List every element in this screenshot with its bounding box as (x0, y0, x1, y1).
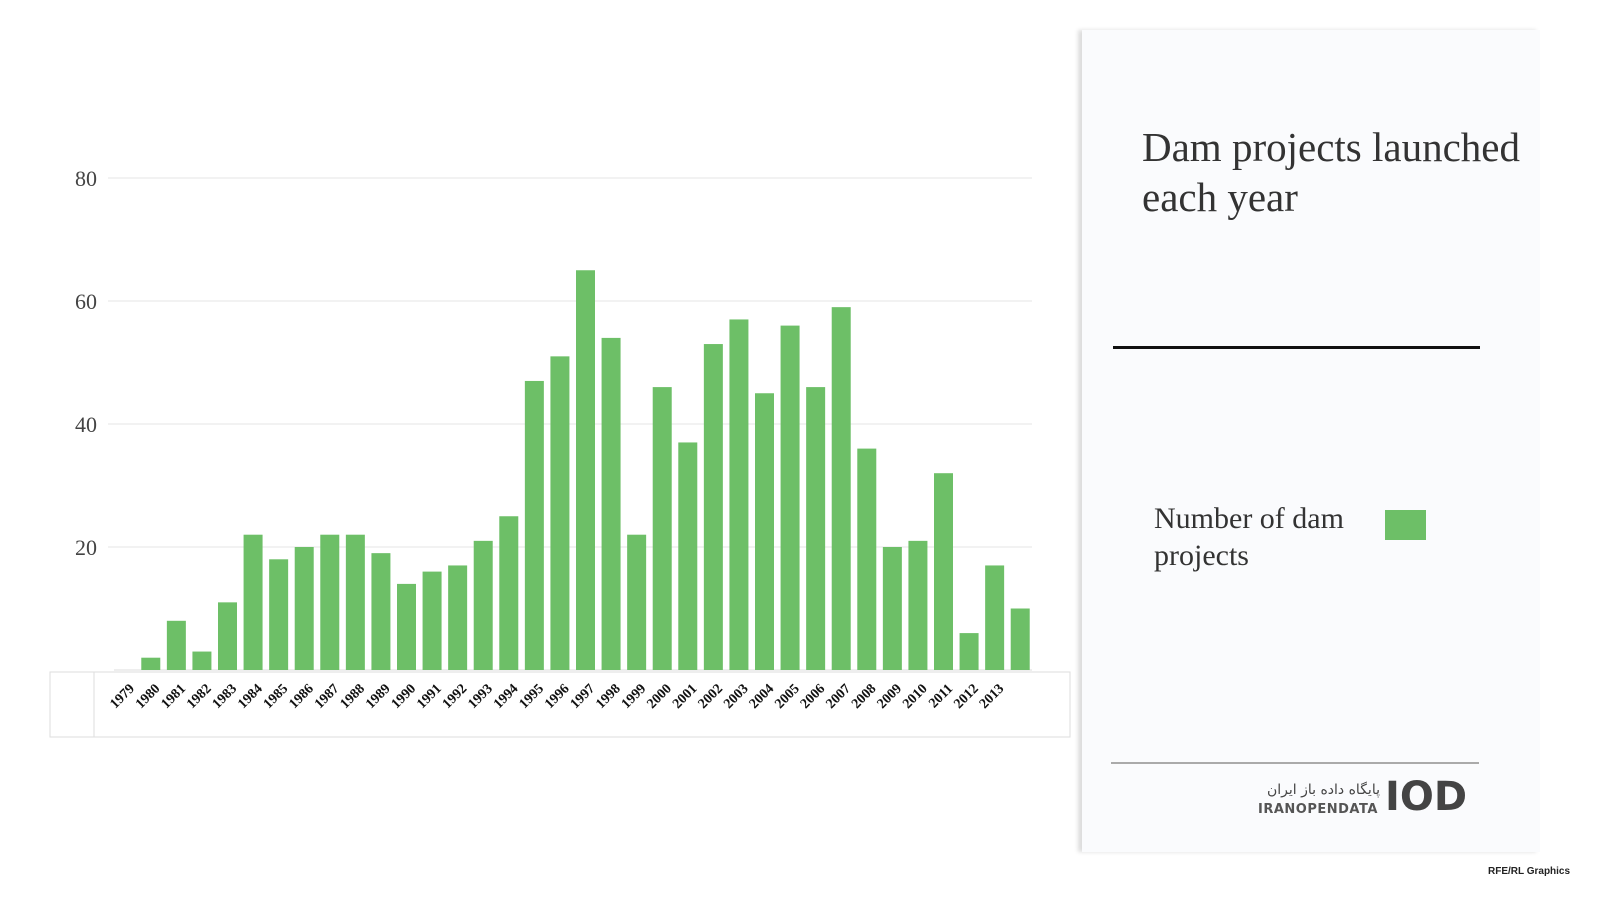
bar (934, 473, 953, 670)
bar (703, 344, 723, 670)
x-tick-label: 2011 (926, 681, 956, 711)
x-tick-label: 1996 (542, 681, 572, 711)
bar (524, 380, 544, 670)
logo-name: IRANOPENDATA (1258, 802, 1378, 817)
bar (371, 553, 391, 670)
x-tick-label: 1987 (312, 681, 342, 711)
bar (831, 307, 851, 670)
bar (550, 356, 570, 670)
x-tick-label: 1982 (184, 681, 214, 711)
x-tick-label: 1991 (414, 681, 444, 711)
x-tick-label: 2001 (670, 681, 700, 711)
x-tick-label: 1997 (568, 681, 598, 711)
y-tick-label: 20 (75, 535, 97, 560)
bar (269, 559, 289, 670)
x-tick-label: 1983 (210, 681, 240, 711)
bar (601, 337, 621, 670)
bar (985, 565, 1005, 670)
bar (192, 651, 212, 670)
logo-persian: پایگاه داده باز ایران (1266, 782, 1380, 798)
x-tick-label: 2003 (721, 681, 751, 711)
x-tick-label: 2008 (849, 681, 879, 711)
chart: 20 40 60 80 19791980198119821983198419851986… (49, 166, 1071, 738)
x-tick-label: 1998 (593, 681, 623, 711)
bar (729, 319, 749, 670)
x-tick-label: 2000 (644, 681, 674, 711)
legend-swatch (1385, 510, 1426, 540)
x-tick-label: 1988 (338, 681, 368, 711)
chart-title: Dam projects launched each year (1142, 124, 1520, 220)
bar (422, 571, 442, 670)
bar (857, 448, 877, 670)
credit: RFE/RL Graphics (1488, 866, 1571, 877)
x-tick-label: 2005 (772, 681, 802, 711)
x-tick-label: 1989 (363, 681, 393, 711)
bar (397, 583, 416, 670)
bar (294, 547, 314, 670)
x-tick-label: 1979 (107, 681, 137, 711)
x-tick-label: 1993 (465, 681, 495, 711)
bar (908, 540, 928, 670)
x-tick-label: 2012 (951, 681, 981, 711)
y-tick-label: 60 (75, 289, 97, 314)
bar (448, 565, 468, 670)
bar (473, 540, 493, 670)
x-tick-label: 1992 (440, 681, 470, 711)
x-tick-label: 1980 (133, 681, 163, 711)
divider (1113, 346, 1480, 349)
label-box (49, 671, 1071, 738)
bar (218, 602, 237, 670)
x-tick-label: 2013 (977, 681, 1007, 711)
bar (627, 534, 647, 670)
bar (499, 516, 519, 670)
bar (141, 657, 161, 670)
x-tick-label: 2010 (900, 681, 930, 711)
x-tick-label: 2004 (747, 681, 777, 711)
bar (959, 633, 979, 670)
bar (780, 325, 800, 670)
x-tick-label: 1986 (286, 681, 316, 711)
y-tick-label: 80 (75, 166, 97, 191)
x-tick-label: 1981 (159, 681, 189, 711)
divider (1111, 762, 1479, 764)
bar (755, 393, 774, 670)
bar (652, 387, 672, 670)
logo-mark: IOD (1385, 774, 1468, 820)
x-tick-label: 1990 (389, 681, 419, 711)
bar (345, 534, 365, 670)
bar (1010, 608, 1030, 670)
x-tick-label: 1984 (235, 681, 265, 711)
bar (166, 620, 186, 670)
x-tick-label: 1985 (261, 681, 291, 711)
x-tick-label: 2009 (875, 681, 905, 711)
x-tick-label: 1999 (619, 681, 649, 711)
bar (576, 270, 595, 670)
x-tick-label: 2007 (823, 681, 853, 711)
side-panel: Dam projects launched each year Number o… (1082, 30, 1540, 852)
legend-label: Number of dam projects (1154, 502, 1344, 572)
y-tick-label: 40 (75, 412, 97, 437)
x-tick-label: 2006 (798, 681, 828, 711)
bar (243, 534, 263, 670)
x-tick-label: 1994 (491, 681, 521, 711)
bar (320, 534, 340, 670)
x-tick-label: 1995 (517, 681, 547, 711)
x-tick-label: 2002 (696, 681, 726, 711)
bar (882, 547, 902, 670)
bar (678, 442, 698, 670)
bar (806, 387, 826, 670)
